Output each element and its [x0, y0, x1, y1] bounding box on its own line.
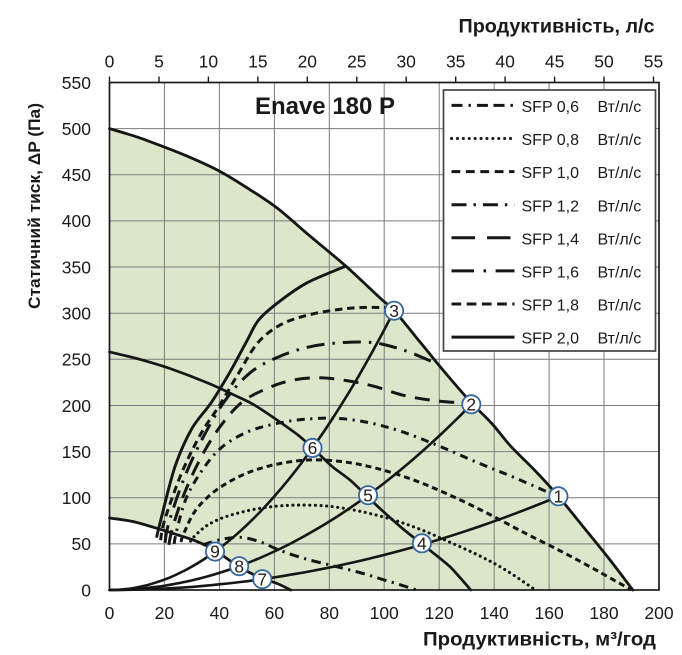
svg-text:Вт/л/с: Вт/л/с	[598, 265, 642, 282]
svg-text:2: 2	[466, 394, 476, 414]
svg-text:6: 6	[308, 438, 318, 458]
svg-text:5: 5	[154, 51, 164, 71]
svg-text:Вт/л/с: Вт/л/с	[598, 99, 642, 116]
svg-text:30: 30	[396, 51, 416, 71]
svg-text:Продуктивність, л/с: Продуктивність, л/с	[459, 17, 655, 38]
svg-text:SFP 0,6: SFP 0,6	[522, 99, 580, 116]
svg-text:9: 9	[210, 542, 220, 562]
svg-text:40: 40	[210, 603, 230, 623]
svg-text:350: 350	[62, 257, 91, 277]
svg-text:Вт/л/с: Вт/л/с	[598, 331, 642, 348]
svg-text:SFP 2,0: SFP 2,0	[522, 331, 580, 348]
svg-text:500: 500	[62, 119, 91, 139]
svg-text:45: 45	[545, 51, 564, 71]
svg-text:140: 140	[480, 603, 509, 623]
svg-text:SFP 1,8: SFP 1,8	[522, 298, 580, 315]
svg-text:100: 100	[370, 603, 399, 623]
svg-text:8: 8	[234, 556, 244, 576]
svg-text:SFP 1,2: SFP 1,2	[522, 198, 580, 215]
svg-text:SFP 1,0: SFP 1,0	[522, 165, 580, 182]
svg-text:SFP 1,4: SFP 1,4	[522, 231, 580, 248]
svg-text:SFP 1,6: SFP 1,6	[522, 265, 580, 282]
svg-text:5: 5	[363, 485, 373, 505]
svg-text:160: 160	[534, 603, 563, 623]
svg-text:3: 3	[389, 301, 399, 321]
svg-text:35: 35	[446, 51, 465, 71]
svg-text:0: 0	[81, 580, 91, 600]
svg-text:40: 40	[495, 51, 515, 71]
svg-text:10: 10	[199, 51, 219, 71]
svg-text:Вт/л/с: Вт/л/с	[598, 298, 642, 315]
svg-text:60: 60	[265, 603, 285, 623]
svg-text:7: 7	[257, 569, 267, 589]
svg-text:50: 50	[594, 51, 614, 71]
svg-text:20: 20	[155, 603, 175, 623]
svg-text:Продуктивність, м³/год: Продуктивність, м³/год	[423, 630, 656, 651]
svg-text:15: 15	[248, 51, 267, 71]
svg-text:Вт/л/с: Вт/л/с	[598, 165, 642, 182]
svg-text:Enave 180 P: Enave 180 P	[255, 93, 395, 120]
svg-text:200: 200	[62, 396, 91, 416]
svg-text:25: 25	[347, 51, 366, 71]
svg-text:4: 4	[417, 533, 427, 553]
svg-text:100: 100	[62, 488, 91, 508]
svg-text:50: 50	[72, 534, 92, 554]
svg-text:0: 0	[105, 51, 115, 71]
svg-text:1: 1	[554, 486, 564, 506]
svg-text:150: 150	[62, 442, 91, 462]
svg-text:120: 120	[425, 603, 454, 623]
svg-text:Вт/л/с: Вт/л/с	[598, 231, 642, 248]
svg-text:20: 20	[298, 51, 318, 71]
svg-text:55: 55	[644, 51, 663, 71]
svg-text:Статичний тиск, ΔP (Па): Статичний тиск, ΔP (Па)	[25, 103, 44, 309]
svg-text:80: 80	[320, 603, 340, 623]
svg-text:550: 550	[62, 73, 91, 93]
svg-text:200: 200	[644, 603, 673, 623]
svg-text:0: 0	[105, 603, 115, 623]
svg-text:Вт/л/с: Вт/л/с	[598, 198, 642, 215]
svg-text:180: 180	[589, 603, 618, 623]
svg-text:Вт/л/с: Вт/л/с	[598, 132, 642, 149]
svg-text:300: 300	[62, 304, 91, 324]
svg-text:450: 450	[62, 165, 91, 185]
svg-text:SFP 0,8: SFP 0,8	[522, 132, 580, 149]
svg-text:250: 250	[62, 350, 91, 370]
svg-text:400: 400	[62, 211, 91, 231]
